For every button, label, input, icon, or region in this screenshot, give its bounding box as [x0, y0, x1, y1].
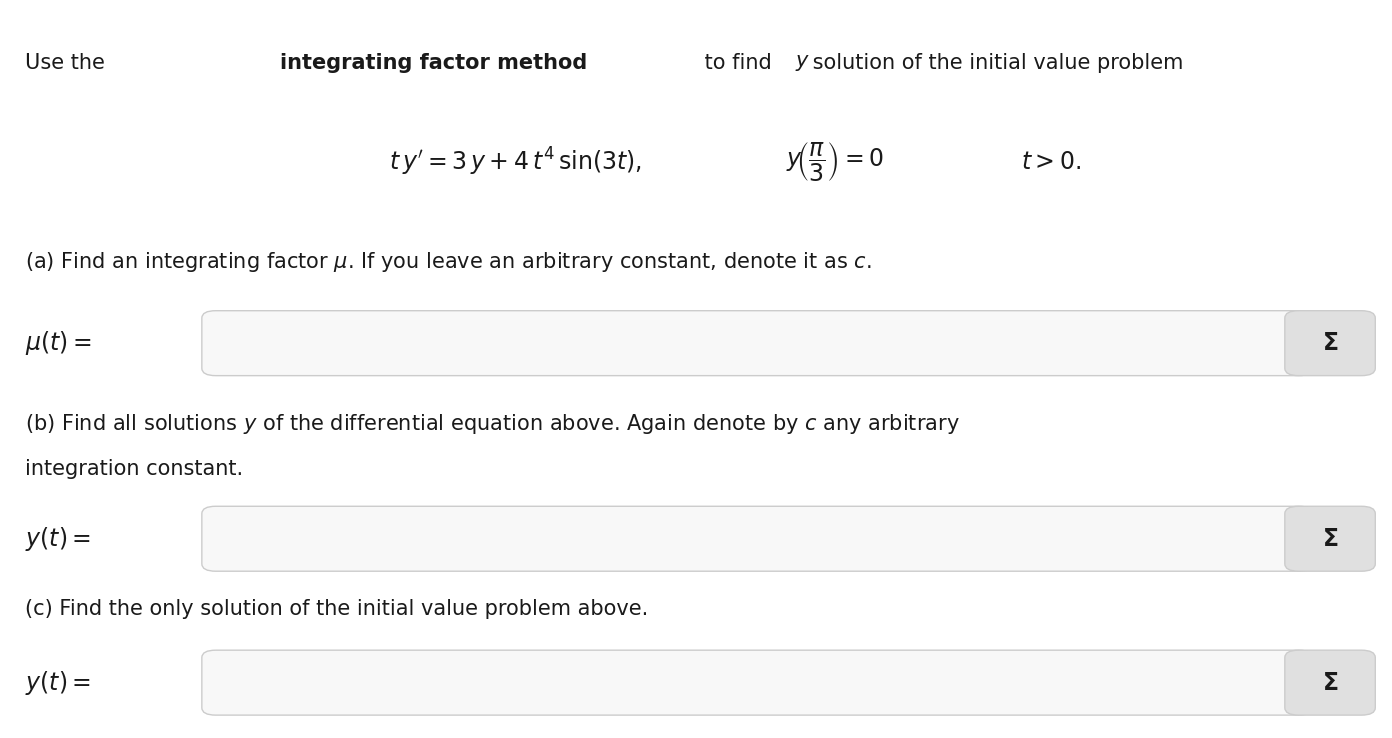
- Text: $t\,y^{\prime} = 3\,y + 4\,t^4\,\mathrm{sin}(3t),$: $t\,y^{\prime} = 3\,y + 4\,t^4\,\mathrm{…: [388, 146, 642, 179]
- FancyBboxPatch shape: [1285, 650, 1375, 715]
- Text: Use the: Use the: [25, 52, 111, 73]
- FancyBboxPatch shape: [1285, 311, 1375, 376]
- Text: $\mu(t) =$: $\mu(t) =$: [25, 329, 92, 357]
- Text: $y\!\left(\dfrac{\pi}{3}\right) = 0$: $y\!\left(\dfrac{\pi}{3}\right) = 0$: [786, 141, 884, 184]
- Text: $t > 0.$: $t > 0.$: [1020, 151, 1082, 174]
- Text: $y(t) =$: $y(t) =$: [25, 525, 92, 553]
- Text: $y(t) =$: $y(t) =$: [25, 669, 92, 697]
- Text: to find: to find: [699, 52, 778, 73]
- Text: $\mathbf{\Sigma}$: $\mathbf{\Sigma}$: [1322, 671, 1338, 694]
- Text: (c) Find the only solution of the initial value problem above.: (c) Find the only solution of the initia…: [25, 599, 649, 619]
- Text: solution of the initial value problem: solution of the initial value problem: [806, 52, 1183, 73]
- Text: integrating factor method: integrating factor method: [280, 52, 587, 73]
- Text: $\mathbf{\Sigma}$: $\mathbf{\Sigma}$: [1322, 527, 1338, 551]
- FancyBboxPatch shape: [1285, 506, 1375, 571]
- FancyBboxPatch shape: [202, 311, 1313, 376]
- FancyBboxPatch shape: [202, 650, 1313, 715]
- Text: $\mathbf{\Sigma}$: $\mathbf{\Sigma}$: [1322, 331, 1338, 355]
- Text: (a) Find an integrating factor $\mu$. If you leave an arbitrary constant, denote: (a) Find an integrating factor $\mu$. If…: [25, 250, 871, 274]
- Text: $y$: $y$: [795, 52, 810, 73]
- Text: integration constant.: integration constant.: [25, 458, 244, 479]
- Text: (b) Find all solutions $y$ of the differential equation above. Again denote by $: (b) Find all solutions $y$ of the differ…: [25, 413, 960, 436]
- FancyBboxPatch shape: [202, 506, 1313, 571]
